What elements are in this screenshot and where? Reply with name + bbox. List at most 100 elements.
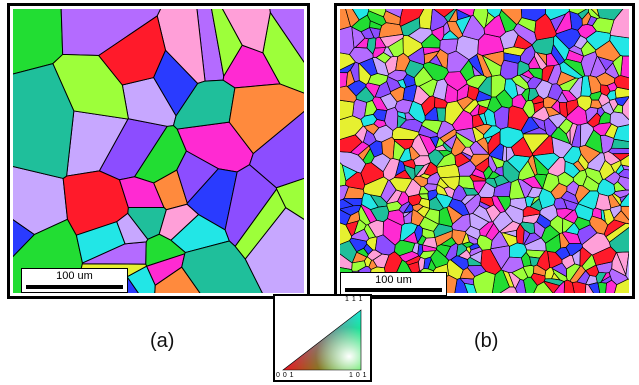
scale-bar-a-label: 100 um (56, 270, 93, 282)
grain (363, 224, 377, 239)
grain (533, 152, 560, 171)
grain (158, 203, 199, 241)
grain (436, 107, 446, 122)
grain (485, 177, 498, 189)
grain (491, 195, 506, 214)
grain (620, 205, 629, 221)
panel-label-a: (a) (150, 330, 175, 352)
grain (536, 250, 551, 272)
grain (607, 82, 618, 92)
grain (563, 279, 575, 293)
grain (533, 281, 554, 293)
grain (483, 14, 506, 38)
map-b-grains (340, 9, 629, 293)
grain (533, 221, 546, 239)
grain (352, 9, 370, 21)
grain (605, 222, 629, 243)
grain (522, 206, 541, 218)
grain (413, 85, 430, 106)
grain (403, 210, 413, 225)
grain (462, 187, 479, 196)
grain-map-b (340, 9, 629, 293)
grain (622, 96, 629, 121)
grain (499, 59, 519, 80)
grain (362, 129, 377, 147)
grain (621, 164, 629, 171)
grain (467, 265, 487, 277)
grain (568, 45, 584, 57)
ipf-color-key: 1 1 1 0 0 1 1 0 1 (273, 294, 372, 382)
grain (595, 40, 621, 62)
grain (412, 203, 424, 212)
grain (373, 124, 394, 143)
grain (458, 249, 471, 260)
grain (13, 219, 35, 258)
grain (423, 61, 449, 82)
ebsd-map-b: 100 um (334, 3, 635, 299)
grain (533, 264, 547, 277)
grain (515, 278, 527, 293)
grain (477, 234, 493, 251)
grain (119, 176, 165, 208)
grain-map-a (13, 9, 304, 293)
grain (443, 21, 451, 36)
grain (587, 152, 606, 172)
grain (585, 106, 599, 124)
grain (604, 62, 620, 79)
grain (509, 179, 526, 200)
grain (434, 96, 448, 109)
ipf-triangle-fill (283, 310, 361, 370)
grain (516, 223, 525, 245)
grain (515, 83, 526, 96)
grain (340, 26, 355, 55)
ipf-label-001: 0 0 1 (276, 372, 295, 379)
grain (345, 220, 359, 237)
grain (556, 71, 577, 86)
grain (224, 164, 278, 247)
grain (13, 63, 75, 179)
grain (584, 129, 603, 154)
scale-bar-b-label: 100 um (375, 274, 412, 286)
grain (574, 216, 591, 231)
ebsd-map-a: 100 um (7, 3, 310, 299)
grain (500, 256, 525, 273)
grain (448, 9, 458, 22)
grain (397, 111, 407, 120)
grain (419, 216, 439, 232)
grain (383, 46, 394, 58)
grain (587, 75, 602, 95)
grain-map-b-graphic (340, 9, 629, 293)
grain (358, 57, 378, 77)
grain (553, 281, 565, 293)
scale-bar-b: 100 um (340, 272, 447, 296)
grain (153, 49, 199, 117)
grain (503, 52, 521, 64)
grain (597, 282, 607, 293)
grain (499, 126, 524, 148)
grain (340, 205, 362, 216)
grain (531, 95, 544, 105)
scale-bar-a-line (26, 285, 123, 289)
grain (609, 111, 629, 128)
grain (522, 100, 536, 118)
grain (392, 140, 406, 161)
grain (527, 76, 543, 90)
grain (418, 257, 426, 272)
grain (443, 134, 457, 150)
grain (472, 271, 496, 293)
grain (375, 234, 396, 256)
grain (487, 131, 501, 155)
grain (600, 275, 613, 284)
grain (478, 201, 491, 210)
grain (459, 59, 475, 82)
grain (440, 237, 457, 247)
grain (456, 96, 474, 111)
grain (116, 212, 149, 245)
grain (577, 9, 589, 20)
scale-bar-a: 100 um (21, 268, 128, 293)
grain (366, 37, 377, 55)
grain (430, 9, 448, 32)
grain (345, 9, 360, 28)
grain (345, 69, 355, 87)
grain (228, 83, 304, 155)
